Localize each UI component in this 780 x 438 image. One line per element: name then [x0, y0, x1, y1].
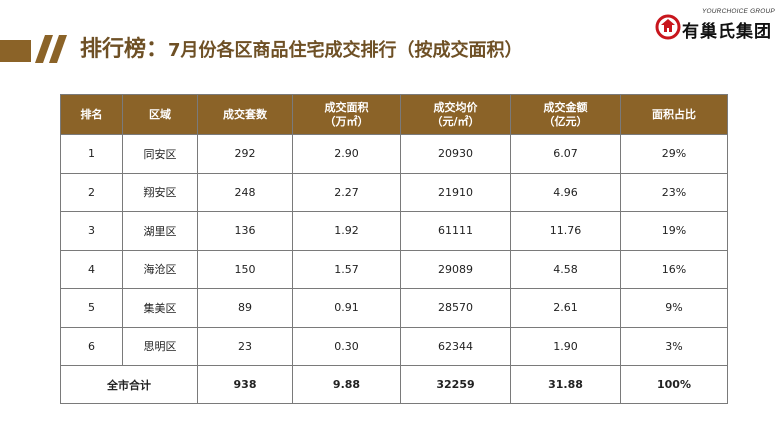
slide-header: 排行榜：7月份各区商品住宅成交排行（按成交面积） YOURCHOICE GROU… [0, 0, 780, 80]
cell-area: 1.57 [292, 249, 401, 289]
cell-area-share: 29% [620, 134, 728, 174]
table-row: 1 同安区 292 2.90 20930 6.07 29% [60, 134, 728, 174]
page-title-main: 排行榜： [80, 37, 169, 62]
cell-area: 1.92 [292, 211, 401, 251]
cell-avg-price: 28570 [400, 288, 511, 328]
table-row: 6 思明区 23 0.30 62344 1.90 3% [60, 326, 728, 366]
logo-name: 有巢氏集团 [682, 22, 772, 42]
cell-avg-price: 21910 [400, 172, 511, 212]
cell-avg-price: 61111 [400, 211, 511, 251]
cell-units: 23 [197, 326, 293, 366]
column-header: 区域 [122, 94, 198, 135]
cell-units: 292 [197, 134, 293, 174]
cell-avg-price: 62344 [400, 326, 511, 366]
company-logo: YOURCHOICE GROUP 有巢氏集团 [654, 6, 775, 44]
cell-amount: 4.96 [510, 172, 621, 212]
cell-amount: 4.58 [510, 249, 621, 289]
cell-district: 海沧区 [122, 249, 198, 289]
table-row: 3 湖里区 136 1.92 61111 11.76 19% [60, 211, 728, 251]
cell-rank: 5 [60, 288, 123, 328]
cell-rank: 1 [60, 134, 123, 174]
cell-units: 89 [197, 288, 293, 328]
ranking-table: 排名 区域 成交套数 成交面积 （万㎡） 成交均价 （元/㎡） 成交金额 （亿元… [60, 94, 728, 404]
cell-rank: 6 [60, 326, 123, 366]
cell-area-share: 23% [620, 172, 728, 212]
table-row: 4 海沧区 150 1.57 29089 4.58 16% [60, 249, 728, 289]
cell-amount: 11.76 [510, 211, 621, 251]
cell-area: 0.30 [292, 326, 401, 366]
column-header: 成交面积 （万㎡） [292, 94, 401, 135]
cell-area-share: 9% [620, 288, 728, 328]
cell-total-area: 9.88 [292, 365, 401, 404]
column-header: 成交金额 （亿元） [510, 94, 621, 135]
cell-total-units: 938 [197, 365, 293, 404]
column-header: 面积占比 [620, 94, 728, 135]
cell-avg-price: 29089 [400, 249, 511, 289]
table-header-row: 排名 区域 成交套数 成交面积 （万㎡） 成交均价 （元/㎡） 成交金额 （亿元… [60, 94, 728, 135]
table-total-row: 全市合计 938 9.88 32259 31.88 100% [60, 365, 728, 404]
cell-amount: 6.07 [510, 134, 621, 174]
cell-area-share: 19% [620, 211, 728, 251]
cell-district: 翔安区 [122, 172, 198, 212]
cell-rank: 4 [60, 249, 123, 289]
cell-district: 思明区 [122, 326, 198, 366]
cell-amount: 1.90 [510, 326, 621, 366]
table-row: 2 翔安区 248 2.27 21910 4.96 23% [60, 172, 728, 212]
page-title: 排行榜：7月份各区商品住宅成交排行（按成交面积） [80, 36, 523, 64]
column-header: 成交均价 （元/㎡） [400, 94, 511, 135]
cell-district: 湖里区 [122, 211, 198, 251]
cell-total-avg-price: 32259 [400, 365, 511, 404]
cell-total-amount: 31.88 [510, 365, 621, 404]
cell-amount: 2.61 [510, 288, 621, 328]
cell-rank: 2 [60, 172, 123, 212]
table-row: 5 集美区 89 0.91 28570 2.61 9% [60, 288, 728, 328]
cell-district: 集美区 [122, 288, 198, 328]
cell-units: 136 [197, 211, 293, 251]
cell-total-label: 全市合计 [60, 365, 198, 404]
cell-area-share: 16% [620, 249, 728, 289]
logo-tagline: YOURCHOICE GROUP [702, 8, 775, 15]
column-header: 排名 [60, 94, 123, 135]
cell-units: 248 [197, 172, 293, 212]
cell-district: 同安区 [122, 134, 198, 174]
cell-area: 2.27 [292, 172, 401, 212]
cell-area: 0.91 [292, 288, 401, 328]
cell-units: 150 [197, 249, 293, 289]
cell-area: 2.90 [292, 134, 401, 174]
page-title-sub: 7月份各区商品住宅成交排行（按成交面积） [168, 40, 523, 61]
cell-rank: 3 [60, 211, 123, 251]
column-header: 成交套数 [197, 94, 293, 135]
stripes-decoration-icon [35, 35, 67, 63]
house-logo-icon [655, 14, 681, 40]
cell-avg-price: 20930 [400, 134, 511, 174]
cell-area-share: 3% [620, 326, 728, 366]
cell-total-area-share: 100% [620, 365, 728, 404]
header-accent-bar [0, 40, 31, 62]
